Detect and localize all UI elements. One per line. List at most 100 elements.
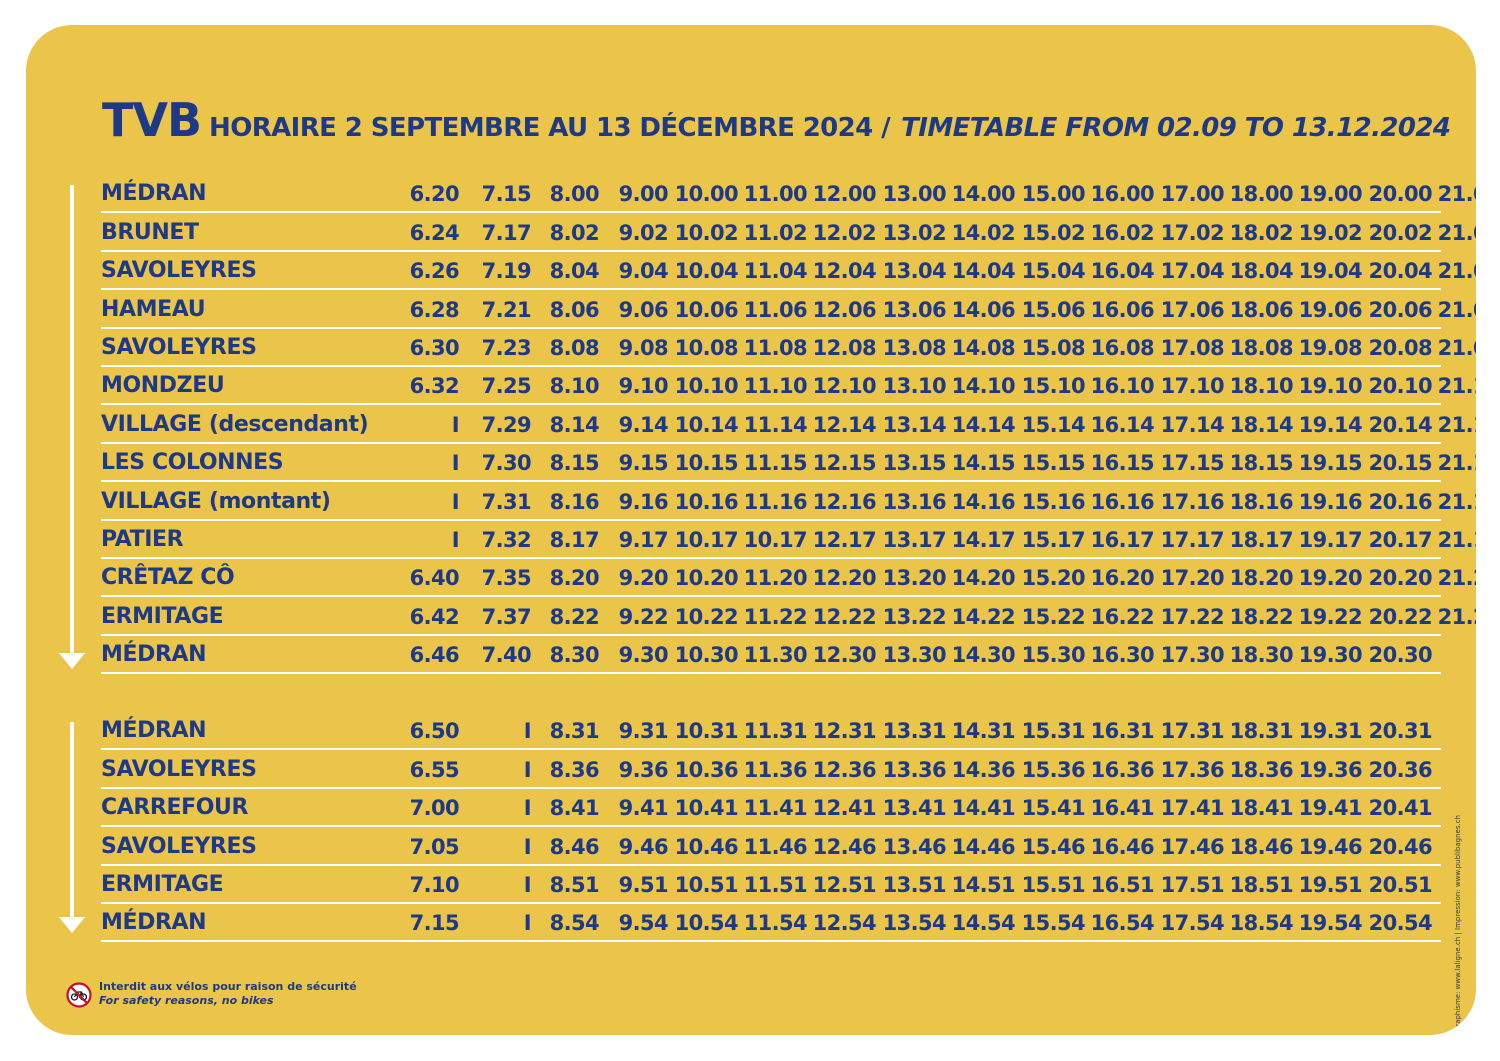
departure-time: 9.46: [618, 834, 669, 859]
departure-time: 17.02: [1160, 220, 1225, 245]
departure-time: 17.00: [1160, 182, 1225, 207]
departure-time: 8.31: [549, 719, 600, 744]
departure-time: 9.10: [618, 374, 669, 399]
departure-time: 16.41: [1090, 796, 1155, 821]
departure-time: 12.16: [812, 489, 877, 514]
departure-time: 9.06: [618, 297, 669, 322]
departure-time: 17.17: [1160, 527, 1225, 552]
departure-time: 13.41: [882, 796, 947, 821]
departure-time: 14.36: [951, 757, 1016, 782]
departure-time: 19.54: [1298, 911, 1363, 936]
departure-time: 10.15: [674, 451, 739, 476]
print-credit: Graphisme: www.laligne.ch | Impression: …: [1454, 815, 1462, 1033]
departure-time: 18.41: [1229, 796, 1294, 821]
departure-time: 17.30: [1160, 643, 1225, 668]
departure-time: 16.16: [1090, 489, 1155, 514]
station-name: PATIER: [101, 526, 184, 552]
departure-time: 19.06: [1298, 297, 1363, 322]
departure-time: 12.04: [812, 259, 877, 284]
departure-time: 7.40: [481, 643, 532, 668]
departure-time: 19.17: [1298, 527, 1363, 552]
departure-time: 7.23: [481, 335, 532, 360]
departure-time: 16.20: [1090, 566, 1155, 591]
departure-time: 19.02: [1298, 220, 1363, 245]
departure-time: 14.46: [951, 834, 1016, 859]
departure-time: 20.46: [1368, 834, 1433, 859]
departure-time: 19.30: [1298, 643, 1363, 668]
departure-time: 16.10: [1090, 374, 1155, 399]
departure-time: 10.16: [674, 489, 739, 514]
departure-time: 10.46: [674, 834, 739, 859]
departure-time: 12.22: [812, 604, 877, 629]
table-row: SAVOLEYRES 6.26 7.19 8.04 9.04 10.04 11.04 12.0…: [101, 252, 1476, 291]
departure-time: 15.54: [1021, 911, 1086, 936]
departure-time: 19.08: [1298, 335, 1363, 360]
departure-time: 11.02: [743, 220, 808, 245]
departure-time: 10.51: [674, 872, 739, 897]
departure-time: I: [451, 451, 460, 476]
departure-time: 11.16: [743, 489, 808, 514]
departure-time: 20.20: [1368, 566, 1433, 591]
departure-time: 12.41: [812, 796, 877, 821]
direction-arrow-icon: [59, 185, 85, 669]
departure-time: 9.51: [618, 872, 669, 897]
departure-time: 19.14: [1298, 412, 1363, 437]
departure-time: 7.35: [481, 566, 532, 591]
departure-time: 21.10: [1437, 374, 1476, 399]
departure-time: 16.46: [1090, 834, 1155, 859]
departure-time: 15.36: [1021, 757, 1086, 782]
departure-time: 18.14: [1229, 412, 1294, 437]
departure-time: 20.14: [1368, 412, 1433, 437]
departure-time: 17.20: [1160, 566, 1225, 591]
departure-time: 6.50: [409, 719, 460, 744]
departure-time: 6.55: [409, 757, 460, 782]
departure-time: I: [523, 796, 532, 821]
departure-time: 14.17: [951, 527, 1016, 552]
departure-time: 14.41: [951, 796, 1016, 821]
departure-time: 15.51: [1021, 872, 1086, 897]
departure-time: 16.51: [1090, 872, 1155, 897]
departure-time: 16.54: [1090, 911, 1155, 936]
departure-time: 16.06: [1090, 297, 1155, 322]
departure-time: 11.31: [743, 719, 808, 744]
departure-time: 19.36: [1298, 757, 1363, 782]
departure-time: 16.30: [1090, 643, 1155, 668]
departure-time: 19.04: [1298, 259, 1363, 284]
station-name: MÉDRAN: [101, 910, 207, 936]
departure-time: 16.00: [1090, 182, 1155, 207]
departure-time: 20.06: [1368, 297, 1433, 322]
station-name: SAVOLEYRES: [101, 756, 257, 782]
departure-time: 17.15: [1160, 451, 1225, 476]
departure-time: 6.30: [409, 335, 460, 360]
departure-time: 20.16: [1368, 489, 1433, 514]
departure-time: 21.20: [1437, 566, 1476, 591]
departure-time: 13.06: [882, 297, 947, 322]
departure-time: 14.14: [951, 412, 1016, 437]
departure-time: 16.22: [1090, 604, 1155, 629]
table-row: BRUNET 6.24 7.17 8.02 9.02 10.02 11.02 12.02 13.…: [101, 213, 1476, 252]
departure-time: 9.31: [618, 719, 669, 744]
departure-time: 17.46: [1160, 834, 1225, 859]
departure-time: 8.22: [549, 604, 600, 629]
station-name: SAVOLEYRES: [101, 833, 257, 859]
station-name: MÉDRAN: [101, 642, 207, 668]
departure-time: 13.31: [882, 719, 947, 744]
station-name: MONDZEU: [101, 373, 225, 399]
departure-time: 17.08: [1160, 335, 1225, 360]
departure-time: 20.22: [1368, 604, 1433, 629]
departure-time: 13.02: [882, 220, 947, 245]
departure-time: 15.46: [1021, 834, 1086, 859]
departure-time: 15.31: [1021, 719, 1086, 744]
table-row: LES COLONNES I 7.30 8.15 9.15 10.15 11.15 12.15…: [101, 444, 1476, 483]
departure-time: 18.08: [1229, 335, 1294, 360]
departure-time: 8.36: [549, 757, 600, 782]
brand-logo-text: TVB: [102, 93, 202, 147]
departure-time: 11.22: [743, 604, 808, 629]
departure-time: 18.30: [1229, 643, 1294, 668]
table-row: SAVOLEYRES 6.30 7.23 8.08 9.08 10.08 11.08 12.0…: [101, 329, 1476, 367]
departure-time: 12.06: [812, 297, 877, 322]
departure-time: 13.20: [882, 566, 947, 591]
departure-time: 15.06: [1021, 297, 1086, 322]
departure-time: 16.08: [1090, 335, 1155, 360]
departure-time: 14.15: [951, 451, 1016, 476]
